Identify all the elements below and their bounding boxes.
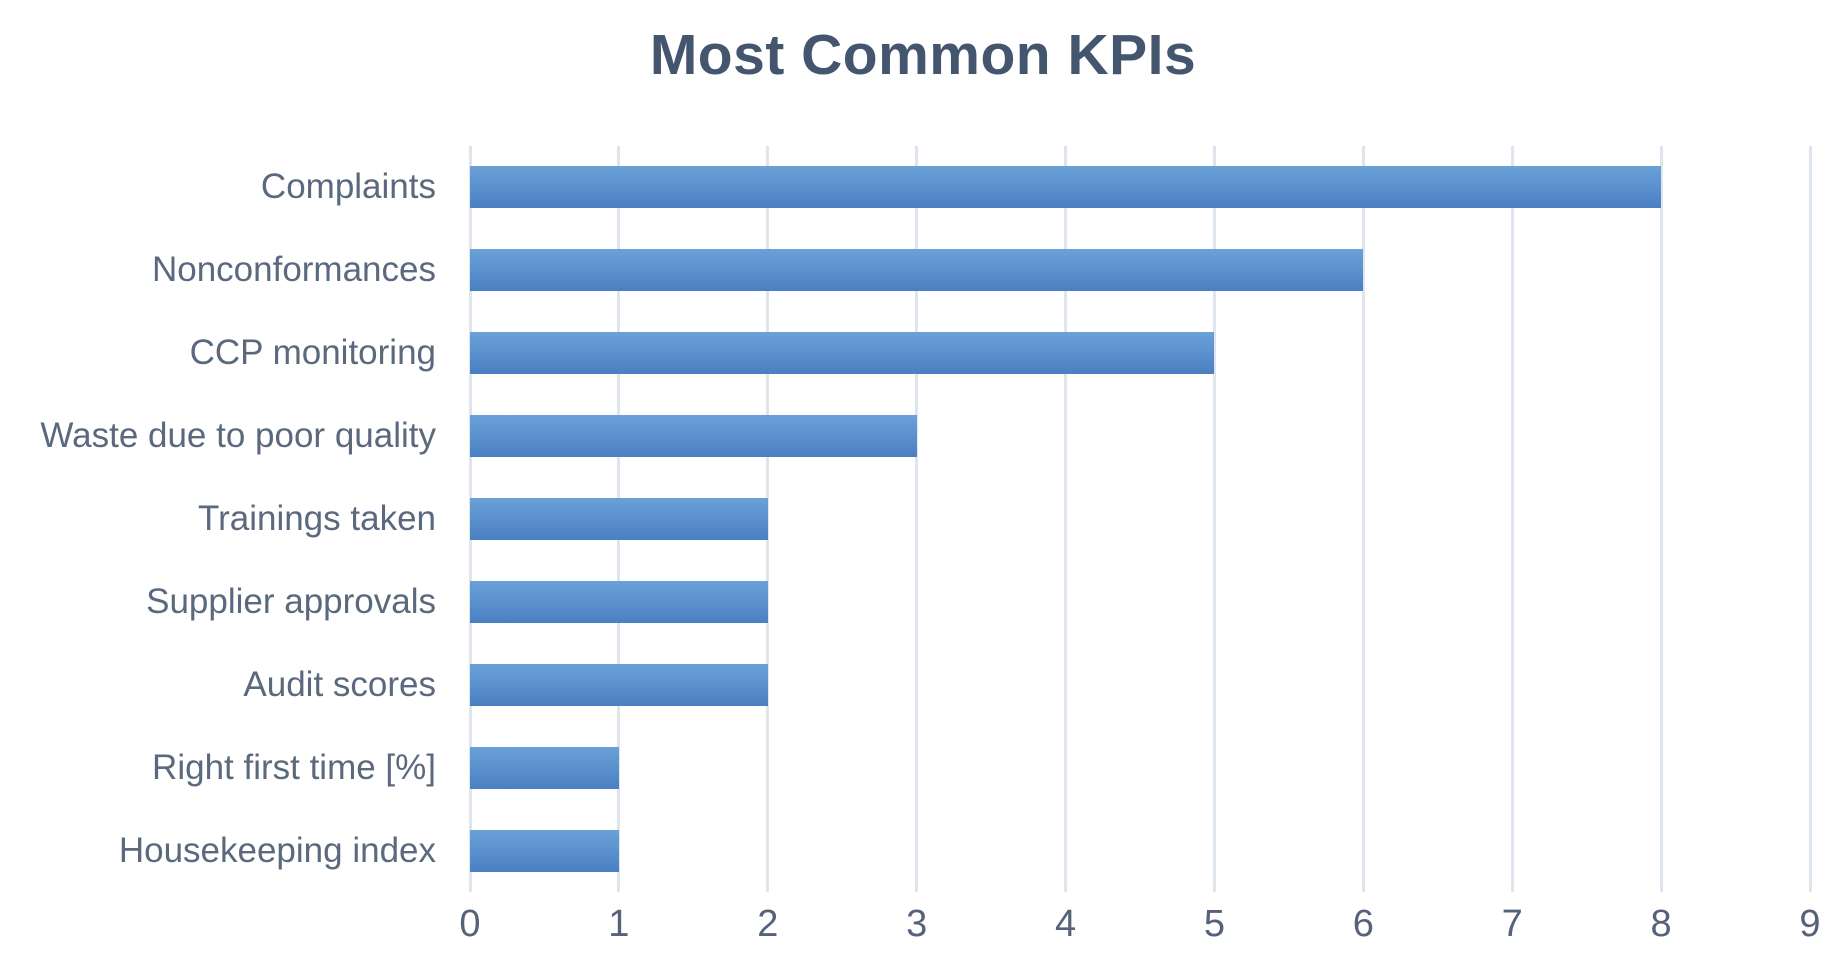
bar [470, 829, 619, 872]
x-tick-label: 5 [1203, 903, 1226, 945]
x-axis: 0 1 2 3 4 5 6 7 8 9 [459, 903, 1820, 958]
category-label: Supplier approvals [146, 581, 436, 621]
gridline [1808, 146, 1812, 892]
bar-row [470, 478, 1810, 561]
gridline [766, 146, 770, 892]
category-label: Housekeeping index [118, 830, 436, 870]
bar-row [470, 312, 1810, 395]
bar [470, 166, 1662, 209]
bar-row [470, 229, 1810, 312]
x-tick-label: 6 [1352, 903, 1374, 945]
bar [470, 580, 768, 623]
bar [470, 663, 768, 706]
category-label: Audit scores [243, 664, 436, 704]
gridline [1212, 146, 1216, 892]
gridline [1659, 146, 1663, 892]
x-tick-label: 7 [1501, 903, 1523, 945]
gridline [915, 146, 919, 892]
x-tick-label: 9 [1799, 903, 1821, 945]
bar-row [470, 560, 1810, 643]
x-tick-label: 1 [608, 903, 630, 945]
category-label: Trainings taken [198, 499, 436, 538]
bar [470, 332, 1215, 375]
bar [470, 746, 619, 789]
bar [470, 249, 1364, 292]
bar-row [470, 726, 1810, 809]
x-tick-label: 4 [1054, 903, 1077, 945]
x-tick-label: 3 [906, 903, 928, 945]
bar [470, 415, 917, 458]
category-label: Waste due to poor quality [40, 416, 436, 456]
bar [470, 498, 768, 540]
category-label: Complaints [260, 167, 436, 207]
gridline [1510, 146, 1514, 892]
bar-row [470, 146, 1810, 229]
category-label: Nonconformances [151, 250, 436, 290]
x-tick-label: 8 [1650, 903, 1672, 945]
plot-area [468, 146, 1812, 892]
gridline [1064, 146, 1068, 892]
category-axis: Complaints Nonconformances CCP monitorin… [0, 146, 436, 892]
category-label: Right first time [%] [152, 747, 436, 787]
bar-row [470, 643, 1810, 726]
bar-row [470, 395, 1810, 478]
gridline [1361, 146, 1365, 892]
x-tick-label: 0 [459, 903, 481, 945]
category-label: CCP monitoring [189, 333, 436, 373]
bar-row [470, 809, 1810, 892]
chart-title: Most Common KPIs [649, 23, 1197, 87]
bar-rows [470, 146, 1810, 892]
x-tick-label: 2 [757, 903, 779, 945]
